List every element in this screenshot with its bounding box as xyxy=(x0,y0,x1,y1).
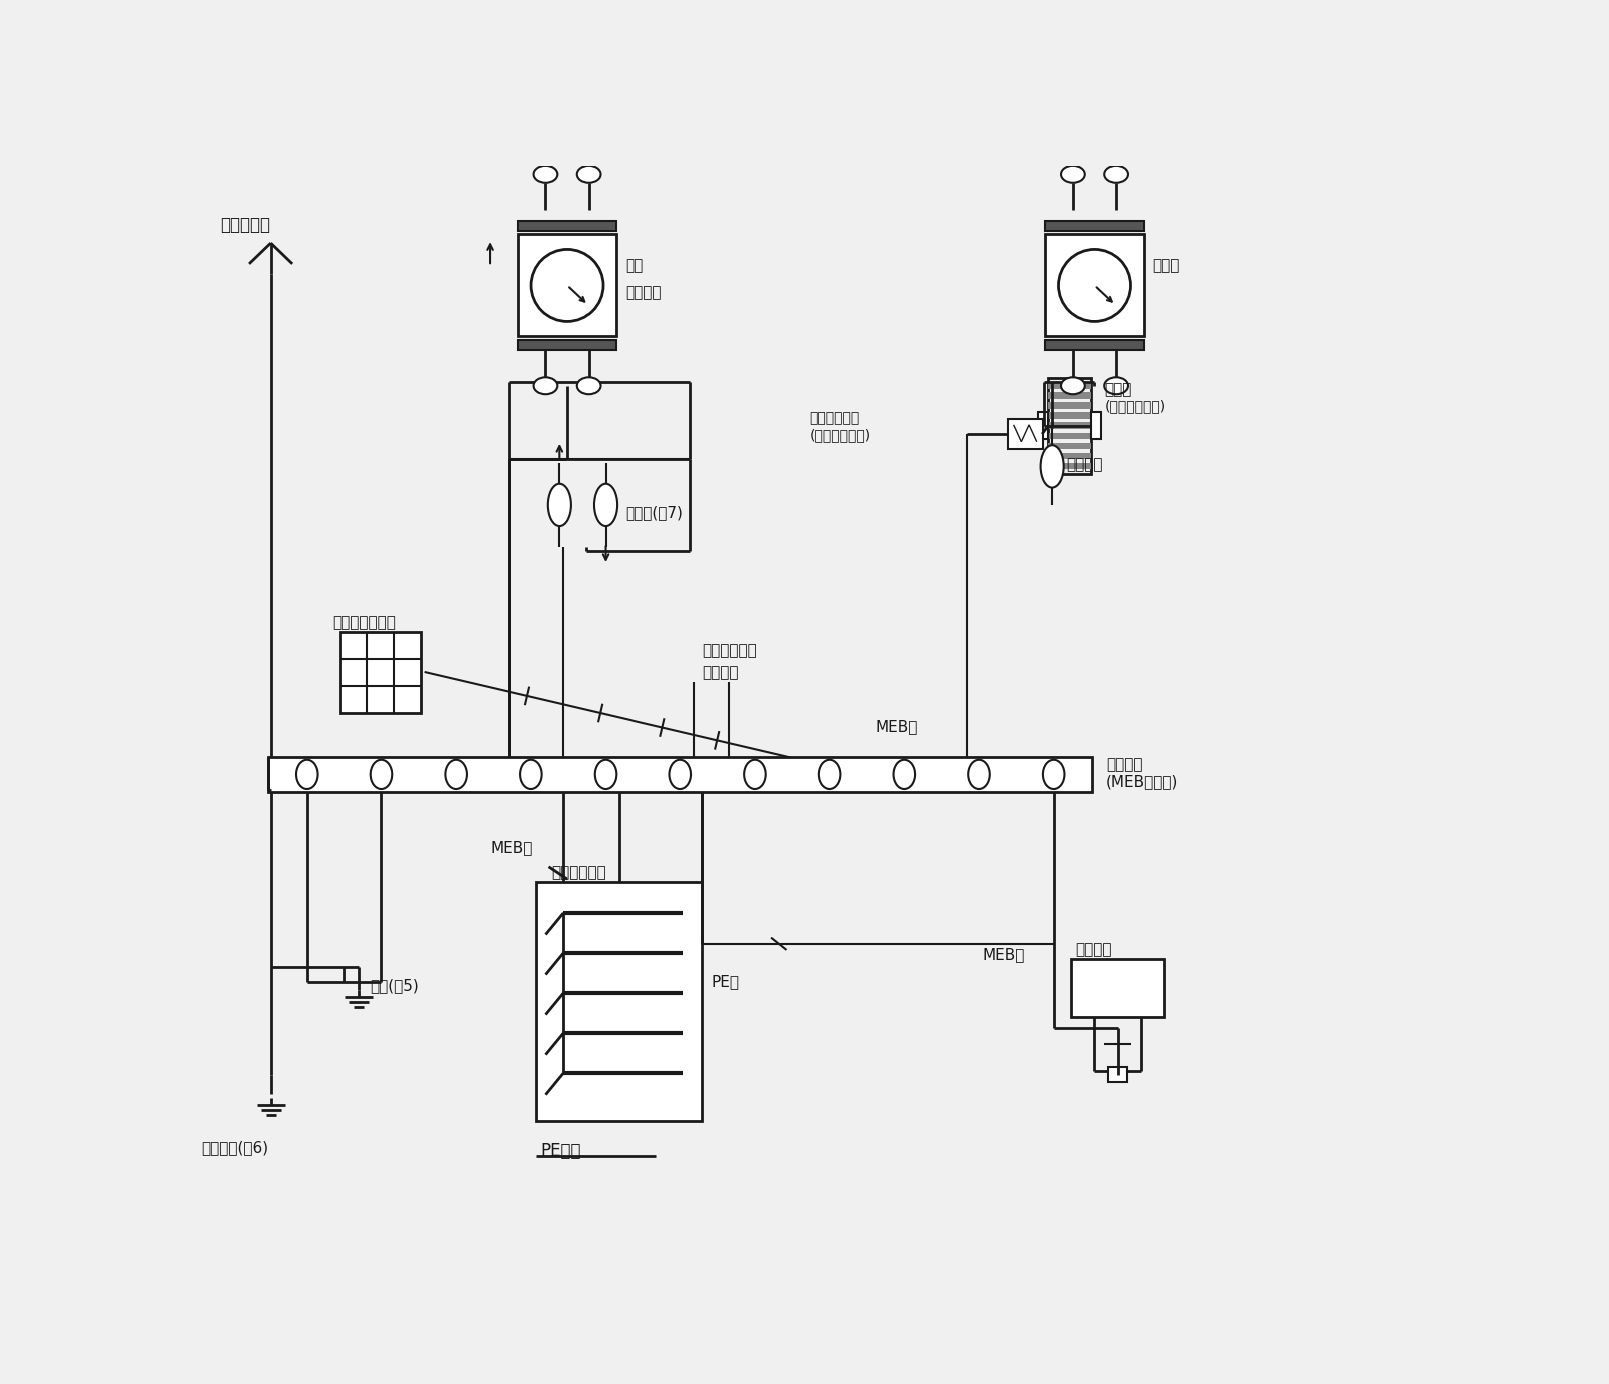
Ellipse shape xyxy=(819,760,840,789)
Text: 水表: 水表 xyxy=(624,259,644,274)
Text: 总进线配电盘: 总进线配电盘 xyxy=(552,865,607,880)
Text: 建筑锂金属结构: 建筑锂金属结构 xyxy=(331,614,396,630)
Bar xyxy=(1049,462,1091,469)
Text: 防雷接闪器: 防雷接闪器 xyxy=(220,216,270,234)
Bar xyxy=(1091,412,1101,440)
Bar xyxy=(518,220,616,231)
Ellipse shape xyxy=(594,483,618,526)
Bar xyxy=(339,632,420,713)
Text: 总给水管: 总给水管 xyxy=(624,285,661,300)
Text: MEB线: MEB线 xyxy=(983,948,1025,963)
Bar xyxy=(1072,959,1163,1017)
Bar xyxy=(1109,1067,1126,1082)
Text: 避雷接地(注6): 避雷接地(注6) xyxy=(201,1140,269,1156)
Circle shape xyxy=(531,249,603,321)
Text: 电源进线: 电源进线 xyxy=(702,666,739,680)
Ellipse shape xyxy=(1060,166,1084,183)
Bar xyxy=(536,882,702,1121)
Bar xyxy=(1049,382,1091,389)
Text: MEB线: MEB线 xyxy=(875,718,917,734)
Bar xyxy=(1009,419,1043,448)
Text: 燃气表: 燃气表 xyxy=(1152,259,1179,274)
Ellipse shape xyxy=(534,378,557,394)
Bar xyxy=(1049,432,1091,440)
Bar xyxy=(518,339,616,350)
Bar xyxy=(1046,339,1144,350)
Ellipse shape xyxy=(534,166,557,183)
Bar xyxy=(1049,443,1091,450)
Ellipse shape xyxy=(893,760,916,789)
Bar xyxy=(1049,403,1091,410)
Ellipse shape xyxy=(1043,760,1065,789)
Ellipse shape xyxy=(576,166,600,183)
Bar xyxy=(518,234,616,336)
Bar xyxy=(1049,453,1091,459)
Text: (MEB端子板): (MEB端子板) xyxy=(1105,775,1178,789)
Ellipse shape xyxy=(595,760,616,789)
Text: 火花放电间隙: 火花放电间隙 xyxy=(809,411,859,425)
Circle shape xyxy=(1059,249,1131,321)
Bar xyxy=(1038,412,1049,440)
Text: 络缘段: 络缘段 xyxy=(1104,382,1131,397)
Ellipse shape xyxy=(969,760,990,789)
Ellipse shape xyxy=(370,760,393,789)
Ellipse shape xyxy=(547,483,571,526)
Ellipse shape xyxy=(446,760,467,789)
Text: 总某气管: 总某气管 xyxy=(1067,457,1102,472)
Bar xyxy=(1049,393,1091,400)
Text: (某气公司确定): (某气公司确定) xyxy=(1104,400,1165,414)
Ellipse shape xyxy=(1060,378,1084,394)
Ellipse shape xyxy=(296,760,317,789)
Bar xyxy=(1049,422,1091,429)
Bar xyxy=(1049,412,1091,419)
Text: PE母线: PE母线 xyxy=(541,1142,581,1160)
Text: 接地母排: 接地母排 xyxy=(1105,757,1142,772)
Text: PE线: PE线 xyxy=(711,974,739,990)
Text: 电子信息设备: 电子信息设备 xyxy=(702,644,756,659)
Ellipse shape xyxy=(669,760,690,789)
Text: 总下水管: 总下水管 xyxy=(1075,943,1112,958)
Ellipse shape xyxy=(743,760,766,789)
Ellipse shape xyxy=(576,378,600,394)
Bar xyxy=(269,757,1093,792)
Ellipse shape xyxy=(520,760,542,789)
Text: (某气公司确定): (某气公司确定) xyxy=(809,428,870,441)
Bar xyxy=(1049,378,1091,475)
Ellipse shape xyxy=(1041,446,1064,487)
Bar xyxy=(1046,220,1144,231)
Text: 热水管(注7): 热水管(注7) xyxy=(624,505,682,520)
Text: MEB线: MEB线 xyxy=(491,840,533,855)
Ellipse shape xyxy=(1104,166,1128,183)
Ellipse shape xyxy=(1104,378,1128,394)
Text: 接地(注5): 接地(注5) xyxy=(370,978,420,994)
Bar xyxy=(1046,234,1144,336)
